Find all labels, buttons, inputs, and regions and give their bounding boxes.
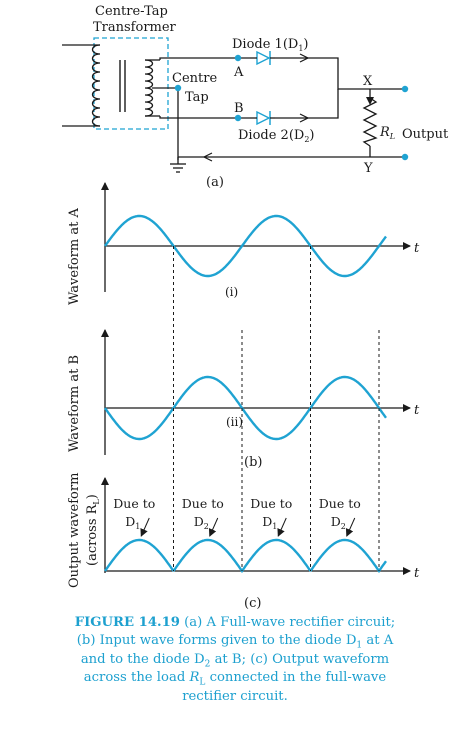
annotation-due-to: Due to D1 <box>250 496 292 537</box>
panel-c-ylabel-1: Output waveform <box>67 473 82 588</box>
diode-1-label: Diode 1(D1) <box>232 37 309 53</box>
resistor-label: RL <box>379 125 395 141</box>
diode-1-symbol <box>250 50 275 66</box>
tap-label: Tap <box>185 90 209 105</box>
annotation-arrow <box>140 517 150 537</box>
caption-rl-sub: L <box>199 677 206 688</box>
annotation-arrow <box>345 517 356 537</box>
annotation-due-to: Due to D2 <box>182 496 224 537</box>
caption-lead: FIGURE 14.19 <box>74 615 180 630</box>
waveform-b-curve <box>104 375 387 441</box>
annotation-diode: D1 <box>262 514 277 531</box>
panel-c-t-label: t <box>414 566 420 581</box>
panel-c-ylabel-2: (across RL) <box>85 494 101 566</box>
output-terminal-bottom <box>401 153 409 161</box>
centre-tap-dot <box>174 84 182 92</box>
node-a-dot <box>234 54 242 62</box>
caption-text-3: at B; (c) Output waveform across the loa… <box>83 651 390 686</box>
output-terminal-top <box>401 85 409 93</box>
diode-2-label: Diode 2(D2) <box>238 128 315 144</box>
secondary-coil <box>144 59 160 117</box>
full-wave-rectifier-figure: Centre-Tap Transformer <box>62 4 449 610</box>
annotation-line1: Due to <box>182 496 224 511</box>
wire-arrow-bottom <box>299 113 310 123</box>
panel-a-label: (a) <box>206 175 224 190</box>
panel-i-sublabel: (i) <box>225 285 238 299</box>
caption-text-4: connected in the full-wave rectifier cir… <box>182 670 387 704</box>
panel-i-t-label: t <box>414 241 420 256</box>
annotation-diode: D2 <box>331 514 346 531</box>
node-x-label: X <box>363 74 373 89</box>
primary-coil <box>62 44 101 127</box>
wire-arrow-return <box>202 152 213 162</box>
panel-ii-t-label: t <box>414 403 420 418</box>
diode-2-symbol <box>250 110 275 126</box>
panel-output: t Output waveform (across RL) Due toD1Du… <box>67 473 420 610</box>
annotation-due-to: Due to D1 <box>113 496 155 537</box>
transformer-label-line2: Transformer <box>93 20 177 35</box>
transformer-dashed-box <box>93 37 169 130</box>
caption-text-2: at A and to the diode D <box>80 633 394 667</box>
wire-arrow-top <box>299 53 310 63</box>
node-b-dot <box>234 114 242 122</box>
panel-waveform-b: t Waveform at B (ii) (b) <box>67 329 420 470</box>
annotation-diode: D2 <box>194 514 209 531</box>
output-waveform-curve <box>104 538 387 574</box>
caption-text-1: (a) A Full-wave rectifier circuit; (b) I… <box>76 615 396 649</box>
transformer-label-line1: Centre-Tap <box>95 4 168 19</box>
node-b-label: B <box>234 101 244 116</box>
panel-waveform-a: t Waveform at A (i) <box>67 182 420 305</box>
annotation-line1: Due to <box>250 496 292 511</box>
node-y-label: Y <box>363 161 373 176</box>
annotation-arrow <box>208 517 219 537</box>
caption-rl: R <box>189 670 200 686</box>
figure-caption: FIGURE 14.19 (a) A Full-wave rectifier c… <box>70 614 400 706</box>
guide-lines <box>173 246 380 571</box>
annotation-line1: Due to <box>113 496 155 511</box>
panel-b-label: (b) <box>244 455 262 470</box>
annotation-diode: D1 <box>125 514 140 531</box>
annotation-line1: Due to <box>319 496 361 511</box>
caption-sub-2: 2 <box>204 659 211 670</box>
output-label: Output <box>402 127 449 142</box>
panel-i-ylabel: Waveform at A <box>67 208 82 305</box>
load-resistor <box>362 97 378 147</box>
output-annotations: Due to D1 Due to D2 Due to D1 Due to D2 <box>113 496 361 537</box>
circuit-diagram: Centre-Tap Transformer <box>62 4 449 190</box>
node-a-label: A <box>233 65 244 80</box>
panel-ii-ylabel: Waveform at B <box>67 355 82 452</box>
panel-c-sublabel: (c) <box>244 596 261 610</box>
annotation-due-to: Due to D2 <box>319 496 361 537</box>
ground-symbol <box>170 157 186 173</box>
waveform-a-curve <box>104 214 387 278</box>
caption-sub-1: 1 <box>356 641 363 652</box>
annotation-arrow <box>277 517 287 537</box>
panel-ii-sublabel: (ii) <box>226 415 243 429</box>
centre-label: Centre <box>172 71 217 86</box>
